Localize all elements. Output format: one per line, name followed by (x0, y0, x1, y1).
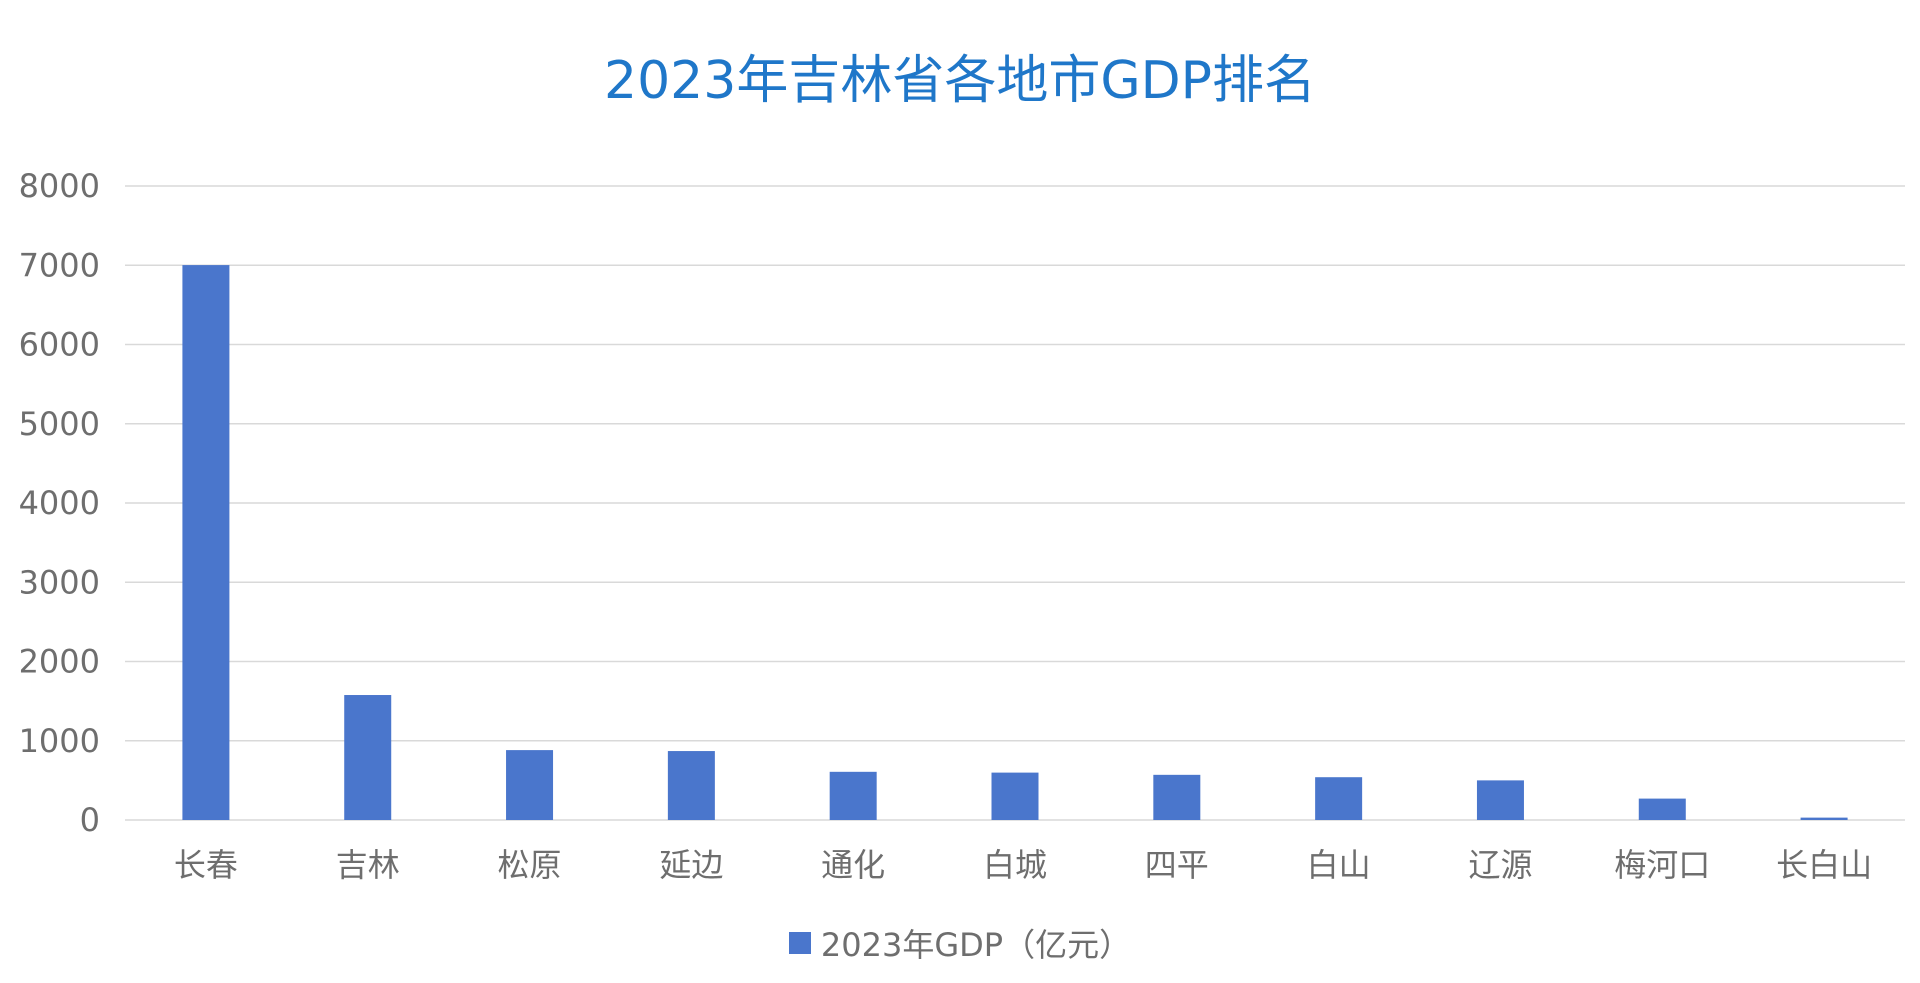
x-category-label: 通化 (821, 846, 885, 884)
x-axis-labels: 长春 吉林 松原 延边 通化 白城 四平 白山 辽源 梅河口 长白山 (174, 846, 1872, 884)
y-tick-label: 4000 (19, 484, 100, 522)
bar (1476, 780, 1524, 820)
legend: 2023年GDP（亿元） (0, 920, 1920, 966)
bar (667, 751, 715, 820)
x-category-label: 梅河口 (1614, 846, 1710, 884)
x-category-label: 延边 (659, 846, 723, 884)
bar (1638, 798, 1686, 820)
y-tick-label: 1000 (19, 722, 100, 760)
bar (506, 750, 554, 820)
y-tick-label: 3000 (19, 563, 100, 601)
bar (344, 695, 392, 820)
gridlines (125, 185, 1905, 821)
y-tick-label: 2000 (19, 643, 100, 681)
bar (1315, 777, 1363, 820)
chart-title: 2023年吉林省各地市GDP排名 (603, 51, 1317, 111)
legend-swatch (788, 932, 811, 954)
y-axis-ticks: 0 1000 2000 3000 4000 5000 6000 7000 8000 (19, 167, 100, 839)
x-category-label: 四平 (1145, 846, 1209, 884)
y-tick-label: 7000 (19, 246, 100, 284)
x-category-label: 白山 (1307, 846, 1371, 884)
x-category-label: 辽源 (1468, 846, 1532, 884)
y-tick-label: 6000 (19, 326, 100, 364)
bars (182, 265, 1848, 820)
y-tick-label: 0 (80, 801, 100, 839)
bar (1153, 774, 1201, 820)
x-category-label: 松原 (498, 846, 562, 884)
x-category-label: 长白山 (1776, 846, 1872, 884)
x-category-label: 吉林 (336, 846, 400, 884)
y-tick-label: 5000 (19, 405, 100, 443)
bar (1800, 817, 1848, 820)
legend-label: 2023年GDP（亿元） (820, 926, 1132, 964)
x-category-label: 白城 (983, 846, 1047, 884)
bar (991, 772, 1039, 820)
x-category-label: 长春 (174, 846, 238, 884)
bar (182, 265, 230, 820)
y-tick-label: 8000 (19, 167, 100, 205)
bar (829, 771, 877, 820)
